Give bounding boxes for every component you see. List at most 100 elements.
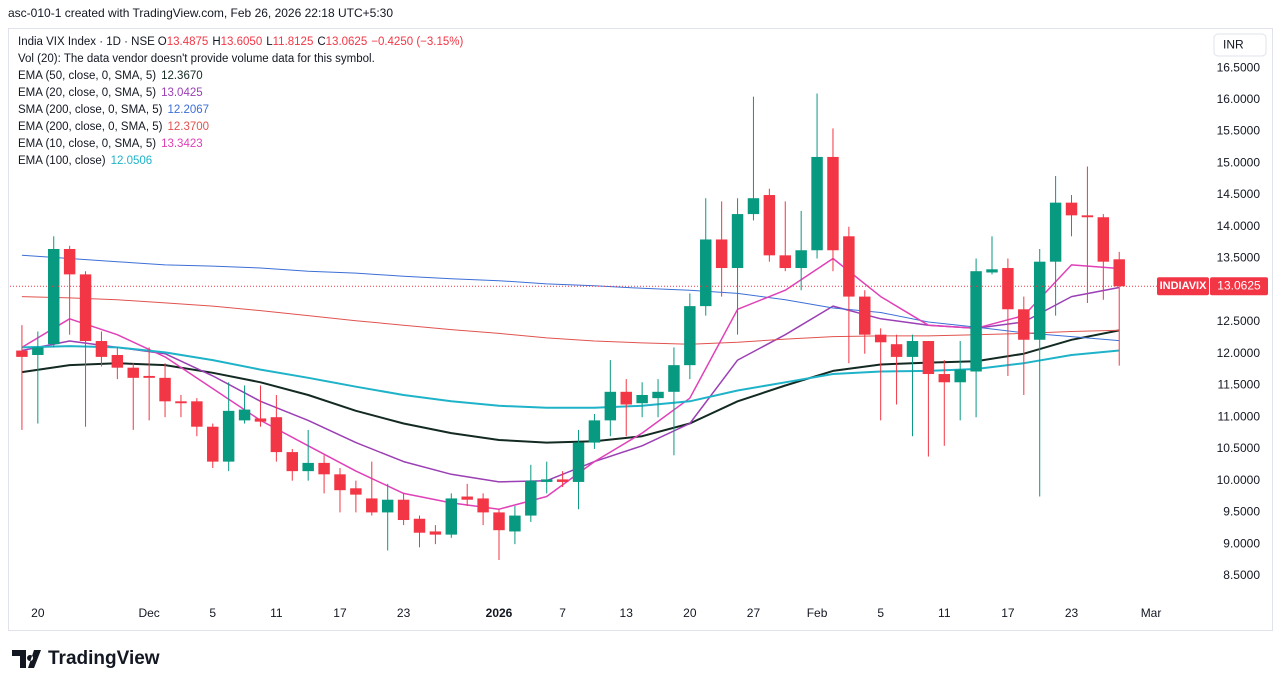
legend-entry: SMA (200, close, 0, SMA, 5) 12.2067 — [18, 104, 209, 116]
candle-body — [1097, 217, 1110, 262]
legend-entry: EMA (100, close) 12.0506 — [18, 155, 152, 167]
logo-text: TradingView — [48, 648, 160, 669]
candle-body — [79, 274, 92, 342]
candle-body — [16, 350, 28, 357]
candle-body — [222, 410, 235, 462]
y-tick-label: 8.5000 — [1223, 568, 1260, 582]
y-tick-label: 16.5000 — [1217, 60, 1261, 74]
candle-body — [668, 365, 680, 392]
legend-value: 12.2067 — [167, 104, 209, 116]
currency[interactable]: INR — [1223, 38, 1244, 52]
candle-body — [143, 375, 155, 378]
candle-body — [954, 369, 966, 383]
candle-body — [207, 426, 219, 462]
x-tick-label: 5 — [877, 606, 884, 620]
y-tick-label: 10.0000 — [1217, 473, 1261, 487]
candle-body — [1065, 202, 1078, 216]
y-tick-label: 12.5000 — [1217, 314, 1261, 328]
quote-key: H — [212, 36, 220, 48]
quote-key: O — [158, 36, 167, 48]
candle-body — [859, 296, 871, 335]
x-tick-label: 2026 — [486, 606, 513, 620]
y-tick-label: 14.0000 — [1217, 219, 1261, 233]
legend-name: EMA (100, close) — [18, 155, 106, 167]
plot-area: 8.5000 9.0000 9.5000 10.0000 10.5000 11.0000 1… — [10, 60, 1268, 620]
y-tick-label: 11.0000 — [1218, 409, 1261, 423]
legend-name: EMA (10, close, 0, SMA, 5) — [18, 138, 156, 150]
x-tick-label: 20 — [31, 606, 45, 620]
x-tick-label: 7 — [559, 606, 566, 620]
candle-body — [1018, 309, 1030, 340]
currency-button[interactable] — [1213, 33, 1267, 57]
candle-body — [493, 512, 505, 531]
last-price-box — [1210, 277, 1268, 296]
y-tick-label: 16.0000 — [1217, 92, 1261, 106]
candle-body — [874, 334, 887, 343]
candle-body — [922, 341, 935, 375]
candle-body — [525, 480, 537, 516]
candle-body — [1113, 259, 1125, 287]
chart-frame — [8, 28, 1273, 631]
legend-name: EMA (50, close, 0, SMA, 5) — [18, 70, 156, 82]
candle-body — [175, 401, 187, 404]
candle-body — [1081, 215, 1094, 218]
legend-value: 13.3423 — [161, 138, 203, 150]
candle-body — [350, 488, 362, 495]
candle-body — [763, 195, 776, 256]
y-tick-label: 11.5000 — [1218, 378, 1261, 392]
y-tick-label: 12.0000 — [1217, 346, 1261, 360]
candle-body — [938, 374, 951, 383]
quote-key: C — [317, 36, 325, 48]
legend: India VIX Index · 1D · NSE O13.4875 H13.60… — [18, 36, 463, 167]
symbol-tag-box — [1157, 277, 1209, 296]
candle-body — [795, 250, 807, 269]
quote-key: L — [266, 36, 273, 48]
candle-body — [286, 452, 298, 472]
x-tick-label: Dec — [138, 606, 159, 620]
y-tick-label: 14.5000 — [1217, 187, 1261, 201]
y-tick-label: 9.0000 — [1223, 536, 1260, 550]
candle-body — [652, 391, 664, 399]
indicator-line — [21, 257, 1120, 510]
candle-body — [572, 442, 585, 482]
x-tick-label: Mar — [1141, 606, 1162, 620]
candle-body — [32, 347, 44, 355]
candle-body — [779, 255, 791, 269]
quote-value: 11.8125 — [273, 36, 314, 48]
candle-body — [302, 462, 314, 472]
candle-body — [604, 391, 617, 421]
candle-body — [715, 239, 728, 269]
quote-value: 13.0625 — [326, 36, 368, 48]
legend-entry: EMA (50, close, 0, SMA, 5) 12.3670 — [18, 70, 203, 82]
y-tick-label: 15.0000 — [1217, 155, 1261, 169]
candle-body — [429, 531, 442, 535]
logo: TradingView — [12, 648, 160, 669]
candle-body — [811, 156, 823, 251]
legend-value: 12.0506 — [111, 155, 153, 167]
legend-title-row: India VIX Index · 1D · NSE O13.4875 H13.60… — [18, 36, 463, 48]
last-price-label: 13.0625 — [1217, 278, 1261, 292]
candle-body — [843, 236, 855, 297]
indicator-line — [21, 345, 1120, 409]
candle-body — [127, 367, 139, 378]
symbol-title: India VIX Index · 1D · NSE — [18, 36, 155, 48]
logo-icon — [12, 650, 41, 668]
candle-body — [270, 417, 283, 453]
quote-value: 13.6050 — [221, 36, 263, 48]
x-tick-label: 17 — [1001, 606, 1015, 620]
candle-body — [1002, 268, 1014, 310]
candle-body — [366, 498, 378, 513]
candle-body — [731, 214, 744, 269]
legend-value: 12.3670 — [161, 70, 203, 82]
x-tick-label: 11 — [938, 606, 951, 620]
y-tick-label: 15.5000 — [1217, 124, 1261, 138]
symbol-tag: INDIAVIX — [1160, 280, 1208, 292]
candle-body — [1033, 261, 1046, 340]
candle-body — [540, 479, 553, 482]
x-tick-label: 11 — [270, 606, 283, 620]
x-tick-label: Feb — [807, 606, 828, 620]
candle-body — [254, 418, 267, 422]
y-tick-label: 13.5000 — [1217, 251, 1261, 265]
